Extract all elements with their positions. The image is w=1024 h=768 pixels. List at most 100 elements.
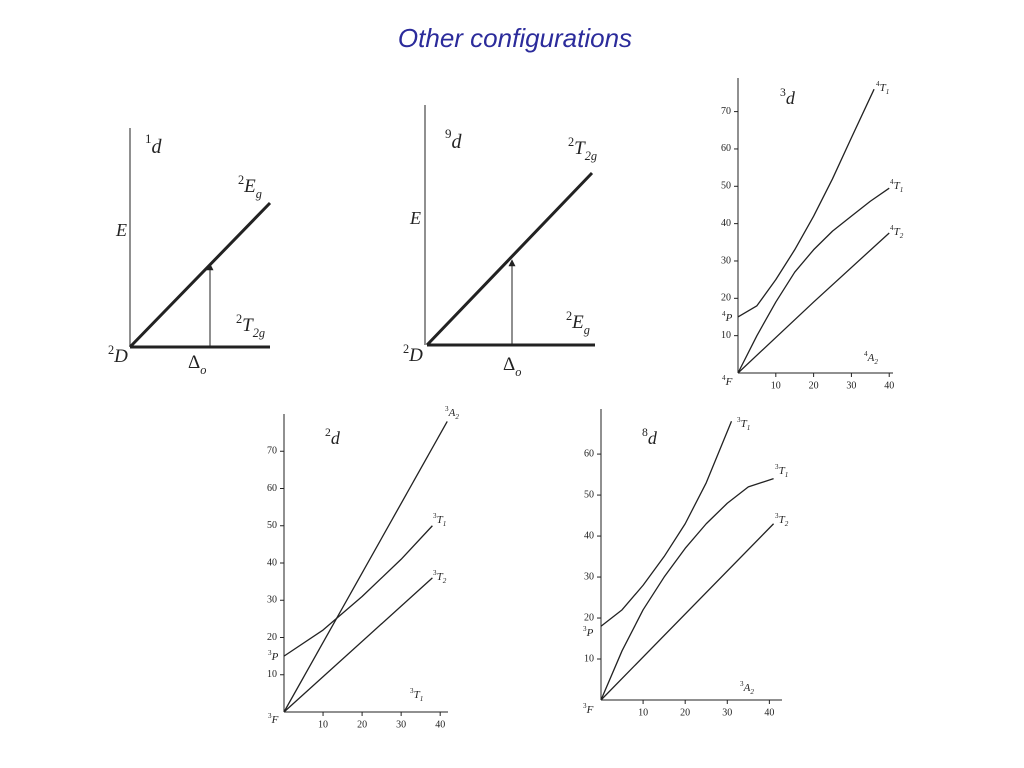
term-label: 3F — [268, 712, 279, 726]
label-main: T — [779, 465, 786, 477]
label-main: F — [271, 714, 279, 726]
x-tick-label: 20 — [357, 719, 367, 730]
subscript: 2 — [443, 577, 447, 585]
superscript: 2 — [108, 343, 114, 357]
curve — [600, 478, 774, 701]
superscript: 3 — [583, 702, 587, 710]
y-tick-label: 10 — [267, 669, 277, 680]
y-tick-label: 20 — [267, 632, 277, 643]
energy-plot: 10 20 30 40 50 60 70 10 20 30 40 — [267, 414, 448, 730]
subscript: 2g — [585, 149, 597, 163]
y-tick-label: 30 — [267, 595, 277, 606]
term-label: 3A2 — [445, 405, 459, 421]
label-main: d — [331, 428, 341, 448]
term-label: 3F — [583, 702, 594, 716]
superscript: 8 — [642, 426, 648, 439]
subscript: 1 — [747, 424, 751, 432]
curve — [737, 88, 875, 318]
d1-diagram — [128, 128, 272, 349]
label-main: T — [242, 315, 254, 336]
superscript: 2 — [568, 135, 574, 149]
subscript: 2 — [785, 520, 789, 528]
subscript: 2 — [455, 413, 459, 421]
superscript: 3 — [740, 680, 744, 688]
term-label: 2D — [403, 342, 423, 367]
subscript: 2 — [750, 688, 754, 696]
slide-title: Other configurations — [398, 23, 632, 53]
panel-label: 3d — [780, 86, 796, 108]
label-main: D — [113, 346, 128, 367]
superscript: 4 — [890, 178, 894, 186]
y-tick-label: 40 — [584, 530, 594, 541]
term-label: 2T2g — [236, 312, 265, 340]
x-tick-label: 10 — [638, 707, 648, 718]
y-tick-label: 60 — [584, 448, 594, 459]
superscript: 3 — [410, 687, 414, 695]
term-label: 3T2 — [775, 512, 789, 528]
x-tick-label: 20 — [680, 707, 690, 718]
superscript: 2 — [236, 312, 242, 326]
y-tick-label: 10 — [584, 653, 594, 664]
label-main: A — [743, 682, 751, 694]
superscript: 2 — [403, 342, 409, 356]
subscript: o — [515, 365, 521, 379]
subscript: 2 — [900, 232, 904, 240]
y-tick-label: 20 — [721, 293, 731, 304]
x-tick-label: 40 — [435, 719, 445, 730]
curve — [283, 577, 433, 713]
level — [425, 171, 594, 347]
term-label: 3T1 — [775, 463, 788, 479]
term-label: 3P — [268, 649, 279, 663]
level — [128, 201, 272, 349]
superscript: 4 — [864, 350, 868, 358]
subscript: 1 — [900, 186, 904, 194]
panel-label: 1d — [145, 131, 163, 157]
label-main: F — [586, 704, 594, 716]
label-main: T — [741, 418, 748, 430]
label-main: T — [437, 571, 444, 583]
superscript: 2 — [566, 309, 572, 323]
term-label: 2Eg — [566, 309, 590, 337]
label-main: P — [271, 651, 279, 663]
superscript: 2 — [238, 173, 244, 187]
label-main: T — [414, 689, 421, 701]
d9-diagram — [424, 105, 595, 347]
superscript: 2 — [325, 426, 331, 439]
x-tick-label: 10 — [771, 380, 781, 391]
subscript: 2g — [253, 326, 265, 340]
y-tick-label: 40 — [721, 218, 731, 229]
superscript: 1 — [145, 131, 152, 146]
label-main: d — [786, 88, 796, 108]
superscript: 3 — [433, 569, 437, 577]
x-tick-label: 30 — [396, 719, 406, 730]
label-main: P — [586, 627, 594, 639]
subscript: g — [584, 323, 590, 337]
label-main: T — [779, 514, 786, 526]
axis-label: E — [115, 220, 127, 240]
label-main: A — [867, 352, 875, 364]
term-label: 4T1 — [890, 178, 903, 194]
term-label: Δo — [188, 352, 206, 376]
x-tick-label: 30 — [846, 380, 856, 391]
subscript: o — [200, 363, 206, 377]
label-main: D — [408, 345, 423, 366]
label-main: A — [448, 407, 456, 419]
label-main: T — [574, 138, 586, 159]
superscript: 3 — [775, 463, 779, 471]
y-tick-label: 10 — [721, 330, 731, 341]
term-label: 4P — [722, 310, 733, 324]
y-tick-label: 50 — [584, 489, 594, 500]
curve — [283, 421, 448, 713]
superscript: 3 — [268, 712, 272, 720]
superscript: 3 — [433, 512, 437, 520]
label-main: P — [725, 312, 733, 324]
superscript: 4 — [890, 224, 894, 232]
label-main: d — [648, 428, 658, 448]
term-label: 3T1 — [410, 687, 423, 703]
panel-label: 2d — [325, 426, 341, 448]
label-main: F — [725, 376, 733, 388]
y-tick-label: 40 — [267, 557, 277, 568]
y-tick-label: 30 — [721, 255, 731, 266]
subscript: 1 — [886, 88, 890, 96]
